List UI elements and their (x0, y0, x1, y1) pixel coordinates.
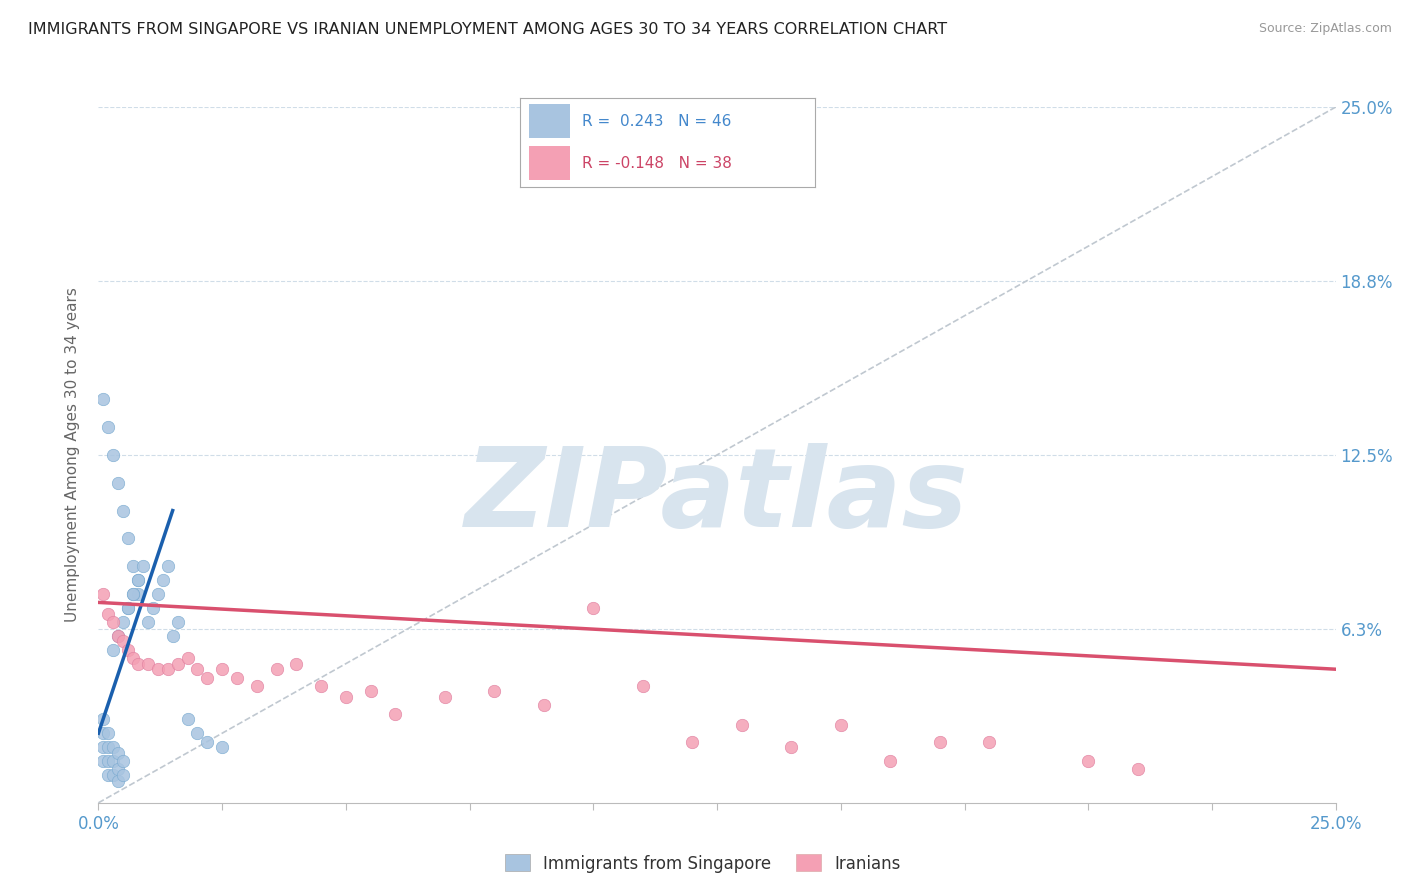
Point (112, 503, 135, 517)
Point (195, 734, 218, 748)
Point (142, 601, 165, 615)
Point (211, 740, 233, 755)
Point (136, 657, 159, 671)
Point (122, 587, 145, 601)
Point (97, 726, 120, 740)
Point (152, 573, 174, 587)
Point (146, 587, 169, 601)
Text: R = -0.148   N = 38: R = -0.148 N = 38 (582, 156, 733, 170)
Point (127, 657, 149, 671)
Point (97, 768, 120, 782)
Point (176, 651, 198, 665)
Point (631, 679, 654, 693)
Point (93, 754, 115, 768)
Point (582, 601, 605, 615)
Point (166, 615, 188, 629)
Point (186, 662, 208, 676)
Point (246, 679, 269, 693)
Point (1077, 754, 1099, 768)
Point (176, 712, 198, 726)
Point (731, 718, 754, 732)
Point (107, 763, 129, 777)
Point (93, 740, 115, 755)
Point (93, 726, 115, 740)
FancyBboxPatch shape (529, 146, 571, 180)
Point (146, 662, 169, 676)
Point (103, 754, 125, 768)
Point (122, 587, 145, 601)
Point (162, 629, 184, 643)
Point (103, 642, 125, 657)
Point (97, 420, 120, 434)
Point (127, 587, 149, 601)
Point (112, 615, 135, 629)
Point (484, 684, 506, 698)
Point (97, 754, 120, 768)
Point (107, 475, 129, 490)
Point (97, 607, 120, 621)
Point (360, 684, 382, 698)
Point (195, 671, 218, 685)
Point (681, 734, 703, 748)
Point (103, 768, 125, 782)
Point (309, 679, 332, 693)
Point (107, 746, 129, 760)
Y-axis label: Unemployment Among Ages 30 to 34 years: Unemployment Among Ages 30 to 34 years (65, 287, 80, 623)
Point (93, 392, 115, 407)
Point (127, 573, 149, 587)
Point (112, 634, 135, 648)
Point (928, 734, 950, 748)
Point (156, 559, 179, 574)
Point (103, 615, 125, 629)
Point (830, 718, 852, 732)
Point (879, 754, 901, 768)
Point (132, 559, 155, 574)
Text: IMMIGRANTS FROM SINGAPORE VS IRANIAN UNEMPLOYMENT AMONG AGES 30 TO 34 YEARS CORR: IMMIGRANTS FROM SINGAPORE VS IRANIAN UNE… (28, 22, 948, 37)
Point (112, 768, 135, 782)
Point (112, 754, 135, 768)
Point (127, 573, 149, 587)
Point (226, 671, 249, 685)
Point (107, 629, 129, 643)
Point (266, 662, 288, 676)
Point (117, 601, 139, 615)
FancyBboxPatch shape (529, 104, 571, 138)
Point (384, 706, 406, 721)
Point (1126, 763, 1149, 777)
Point (97, 740, 120, 755)
Legend: Immigrants from Singapore, Iranians: Immigrants from Singapore, Iranians (498, 847, 908, 880)
Point (166, 657, 188, 671)
Point (780, 740, 803, 755)
Point (103, 448, 125, 462)
Point (93, 587, 115, 601)
Point (117, 601, 139, 615)
Point (533, 698, 555, 713)
Point (186, 726, 208, 740)
Text: ZIPatlas: ZIPatlas (465, 443, 969, 550)
Point (335, 690, 357, 704)
Point (93, 712, 115, 726)
Point (107, 629, 129, 643)
Point (211, 662, 233, 676)
Text: Source: ZipAtlas.com: Source: ZipAtlas.com (1258, 22, 1392, 36)
Point (117, 642, 139, 657)
Point (117, 532, 139, 546)
Point (156, 662, 179, 676)
Point (285, 657, 308, 671)
Point (122, 559, 145, 574)
Point (136, 615, 159, 629)
Point (122, 651, 145, 665)
Text: R =  0.243   N = 46: R = 0.243 N = 46 (582, 114, 731, 128)
Point (979, 734, 1001, 748)
Point (103, 740, 125, 755)
Point (107, 773, 129, 788)
Point (433, 690, 456, 704)
